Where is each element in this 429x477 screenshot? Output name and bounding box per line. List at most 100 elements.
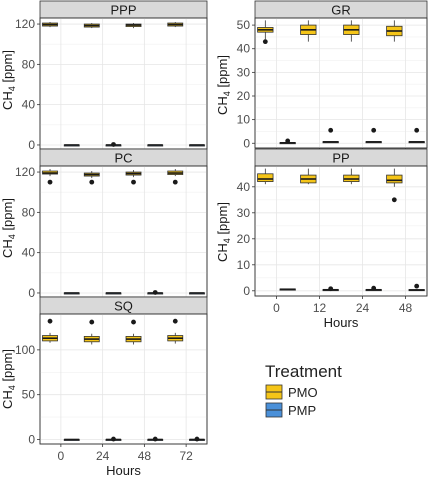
box-pmo-gr-12 bbox=[300, 20, 317, 42]
y-tick-label: 30 bbox=[237, 65, 251, 79]
box-pmp-ppp-0 bbox=[63, 144, 80, 147]
legend-title: Treatment bbox=[265, 362, 342, 381]
box-pmo-sq-72 bbox=[167, 318, 184, 344]
y-axis-label: CH4 [ppm] bbox=[215, 202, 232, 262]
panel-plot-area-pc bbox=[39, 165, 208, 298]
outlier-point bbox=[414, 127, 420, 133]
panel-ppp: PPP 0 40 80 120 CH4 [ppm] bbox=[0, 0, 208, 152]
box-pmo-ppp-72 bbox=[167, 22, 184, 28]
panel-border-sq bbox=[39, 313, 208, 445]
outlier-point bbox=[371, 285, 377, 291]
panel-title-gr: GR bbox=[331, 3, 351, 18]
box-pmp-sq-72 bbox=[189, 436, 205, 442]
box-pmo-gr-24 bbox=[343, 20, 360, 42]
outlier-point bbox=[262, 39, 268, 45]
y-tick-label: 0 bbox=[28, 138, 35, 152]
panel-title-pp: PP bbox=[332, 151, 349, 166]
box-pmo-pp-0 bbox=[257, 168, 274, 185]
box-pmo-sq-48 bbox=[125, 319, 142, 345]
panel-plot-area-gr bbox=[254, 17, 428, 149]
outlier-point bbox=[371, 127, 377, 133]
panel-plot-area-sq bbox=[39, 313, 208, 445]
box-pmo-sq-24 bbox=[83, 319, 100, 345]
outlier-point bbox=[391, 197, 397, 203]
box-pmp-ppp-48 bbox=[147, 144, 164, 147]
y-tick-label: 30 bbox=[237, 206, 251, 220]
x-tick-label: 24 bbox=[96, 449, 110, 463]
panel-pc: PC 0 40 80 120 CH4 [ppm] bbox=[0, 148, 208, 300]
panel-title-ppp: PPP bbox=[110, 3, 136, 18]
outlier-point bbox=[328, 286, 334, 292]
y-tick-label: 0 bbox=[243, 284, 250, 298]
y-tick-label: 20 bbox=[237, 232, 251, 246]
box-pmp-gr-24 bbox=[365, 127, 382, 144]
y-tick-label: 80 bbox=[22, 57, 36, 71]
box-pmp-gr-0 bbox=[279, 138, 296, 145]
box-pmp-ppp-72 bbox=[189, 144, 205, 147]
x-tick-label: 24 bbox=[356, 301, 370, 315]
box-pmo-sq-0 bbox=[42, 318, 58, 343]
box-pmp-gr-48 bbox=[408, 127, 425, 144]
box-pmp-pp-48 bbox=[408, 283, 425, 292]
y-axis-label: CH4 [ppm] bbox=[215, 55, 232, 115]
box-pmp-pp-12 bbox=[322, 286, 339, 292]
y-tick-label: 0 bbox=[243, 136, 250, 150]
panel-plot-area-ppp bbox=[39, 17, 208, 150]
y-tick-label: 120 bbox=[15, 165, 35, 179]
outlier-point bbox=[47, 318, 53, 324]
outlier-point bbox=[172, 179, 178, 185]
box-pmo-pp-12 bbox=[300, 168, 317, 185]
box-pmo-gr-0 bbox=[257, 20, 274, 45]
box-pmo-pp-48 bbox=[386, 168, 403, 203]
y-tick-label: 10 bbox=[237, 113, 251, 127]
outlier-point bbox=[285, 138, 291, 144]
box-pmp-pc-48 bbox=[147, 290, 164, 295]
box-pmp-sq-24 bbox=[105, 436, 122, 442]
x-tick-label: 48 bbox=[399, 301, 413, 315]
box-pmo-pp-24 bbox=[343, 168, 360, 185]
panel-title-pc: PC bbox=[114, 151, 132, 166]
panel-sq: SQ 0 50 100 0 24 48 72 Hours CH4 [ppm] bbox=[0, 296, 208, 477]
legend-item-pmp: PMP bbox=[288, 403, 316, 418]
y-tick-label: 0 bbox=[28, 433, 35, 447]
y-tick-label: 40 bbox=[22, 246, 36, 260]
x-tick-label: 0 bbox=[273, 301, 280, 315]
outlier-point bbox=[172, 318, 178, 324]
y-tick-label: 50 bbox=[22, 388, 36, 402]
box-pmo-gr-48 bbox=[386, 20, 403, 42]
y-tick-label: 120 bbox=[15, 17, 35, 31]
y-axis-label: CH4 [ppm] bbox=[0, 349, 17, 409]
box-pmo-ppp-24 bbox=[83, 23, 100, 29]
panel-title-sq: SQ bbox=[114, 299, 133, 314]
outlier-point bbox=[131, 319, 136, 325]
y-axis-label: CH4 [ppm] bbox=[0, 50, 17, 110]
outlier-point bbox=[131, 179, 136, 185]
legend: Treatment PMO PMP bbox=[265, 362, 342, 418]
outlier-point bbox=[328, 127, 334, 133]
box-pmp-ppp-24 bbox=[105, 142, 122, 147]
box-pmo-pc-24 bbox=[83, 171, 100, 185]
box-pmp-sq-48 bbox=[147, 436, 164, 442]
box-body bbox=[386, 174, 403, 184]
box-pmp-gr-12 bbox=[322, 127, 339, 144]
x-tick-label: 72 bbox=[179, 449, 193, 463]
y-tick-label: 0 bbox=[28, 286, 35, 300]
outlier-point bbox=[194, 436, 200, 442]
box-pmo-ppp-0 bbox=[42, 22, 58, 28]
box-pmo-pc-0 bbox=[42, 169, 58, 185]
outlier-point bbox=[414, 283, 420, 289]
box-pmp-pp-24 bbox=[365, 285, 382, 292]
box-pmp-pp-0 bbox=[279, 288, 296, 291]
box-pmp-pc-72 bbox=[189, 292, 205, 295]
box-pmp-sq-0 bbox=[63, 438, 80, 441]
outlier-point bbox=[89, 319, 95, 325]
outlier-point bbox=[111, 436, 116, 442]
y-tick-label: 50 bbox=[237, 18, 251, 32]
y-tick-label: 10 bbox=[237, 258, 251, 272]
box-body bbox=[257, 173, 274, 183]
outlier-point bbox=[152, 436, 158, 442]
box-pmo-ppp-48 bbox=[125, 23, 142, 29]
outlier-point bbox=[152, 290, 158, 295]
y-tick-label: 40 bbox=[237, 42, 251, 56]
y-tick-label: 40 bbox=[22, 98, 36, 112]
